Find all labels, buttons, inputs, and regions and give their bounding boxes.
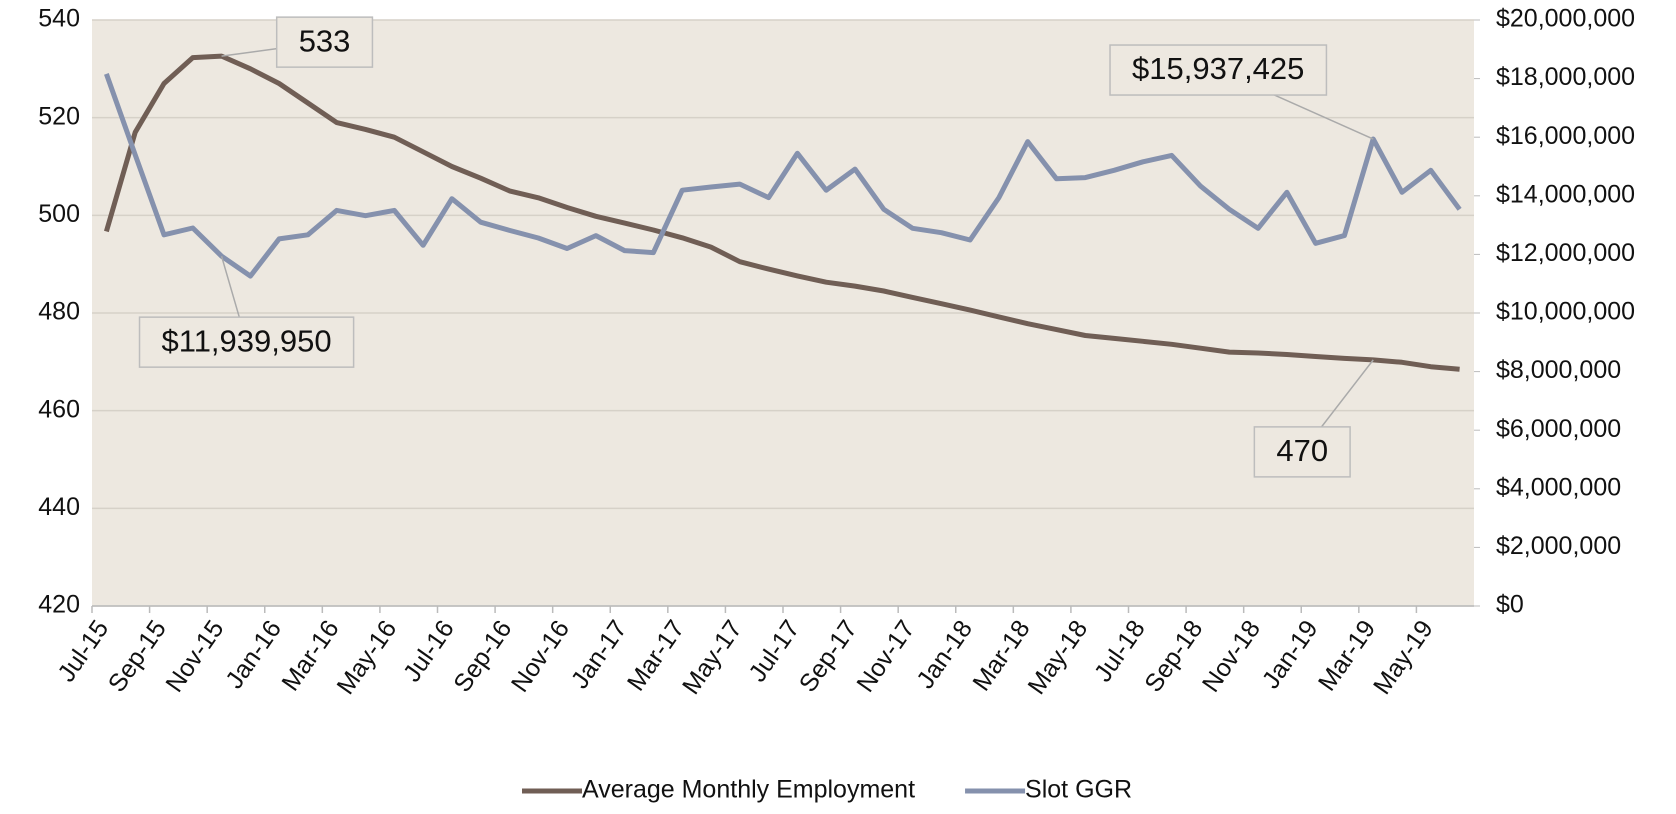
y-tick-label: 500 xyxy=(38,200,80,228)
y2-tick-label: $14,000,000 xyxy=(1496,180,1635,208)
annotation-label: $15,937,425 xyxy=(1132,51,1304,86)
x-tick-label: May-19 xyxy=(1368,615,1439,699)
x-tick-label: Sep-18 xyxy=(1139,615,1208,697)
x-tick-label: Jan-18 xyxy=(911,615,978,694)
annotation-box xyxy=(1253,426,1351,478)
legend-label: Slot GGR xyxy=(1025,776,1132,804)
x-tick-label: Jan-19 xyxy=(1257,615,1324,694)
y-tick-label: 460 xyxy=(38,395,80,423)
series-line xyxy=(104,73,1462,279)
y2-tick-label: $8,000,000 xyxy=(1496,356,1621,384)
x-tick-label: Nov-17 xyxy=(851,615,920,697)
y-tick-label: 520 xyxy=(38,102,80,130)
y2-tick-label: $2,000,000 xyxy=(1496,532,1621,560)
x-tick-label: Jan-16 xyxy=(220,615,287,694)
y-tick-label: 480 xyxy=(38,298,80,326)
annotation: $11,939,950 xyxy=(138,255,355,368)
x-tick-label: Sep-15 xyxy=(103,615,172,697)
x-tick-label: Nov-15 xyxy=(160,615,229,697)
annotation: $15,937,425 xyxy=(1109,44,1374,140)
x-tick-label: Sep-16 xyxy=(448,615,517,697)
annotation-label: $11,939,950 xyxy=(162,323,332,358)
legend-label: Average Monthly Employment xyxy=(582,776,915,804)
annotation-box xyxy=(138,316,355,368)
y2-tick-label: $10,000,000 xyxy=(1496,298,1635,326)
annotation-box xyxy=(1109,44,1328,96)
y2-tick-label: $20,000,000 xyxy=(1496,5,1635,33)
y-tick-label: 420 xyxy=(38,591,80,619)
x-tick-label: Sep-17 xyxy=(794,615,863,697)
x-tick-label: Nov-18 xyxy=(1197,615,1266,697)
x-tick-label: May-17 xyxy=(677,615,748,699)
x-tick-label: Jan-17 xyxy=(566,615,633,694)
y2-tick-label: $18,000,000 xyxy=(1496,63,1635,91)
y-tick-label: 540 xyxy=(38,5,80,33)
annotation: 470 xyxy=(1253,359,1374,478)
x-tick-label: Nov-16 xyxy=(506,615,575,697)
annotation-box xyxy=(275,16,374,68)
x-tick-label: May-18 xyxy=(1022,615,1093,699)
series-line xyxy=(103,53,1460,372)
y2-tick-label: $12,000,000 xyxy=(1496,239,1635,267)
x-tick-label: May-16 xyxy=(331,615,402,699)
y2-tick-label: $6,000,000 xyxy=(1496,415,1621,443)
y2-tick-label: $4,000,000 xyxy=(1496,473,1621,501)
annotation: 533 xyxy=(221,16,374,68)
y2-tick-label: $0 xyxy=(1496,591,1524,619)
y-tick-label: 440 xyxy=(38,493,80,521)
annotation-label: 533 xyxy=(299,23,351,58)
annotation-label: 470 xyxy=(1276,433,1328,468)
y2-tick-label: $16,000,000 xyxy=(1496,122,1635,150)
